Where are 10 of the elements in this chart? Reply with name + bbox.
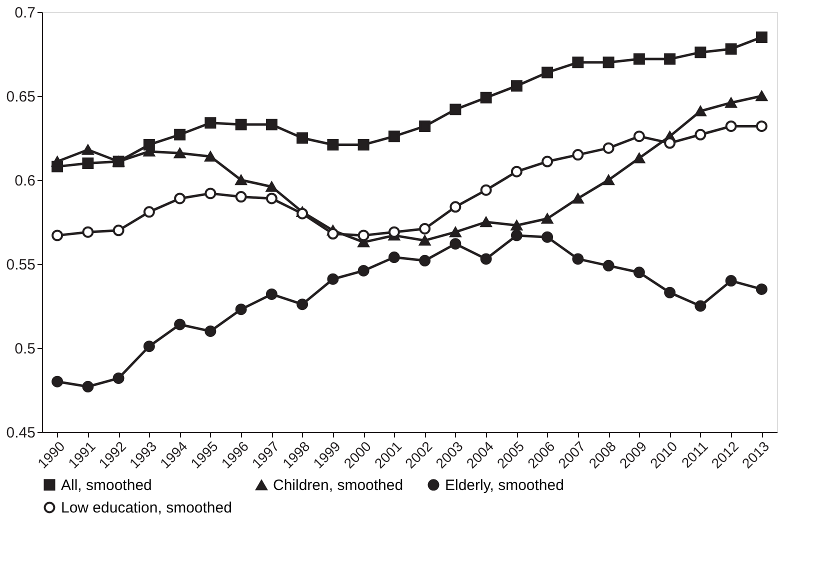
y-tick-label: 0.7 bbox=[14, 4, 36, 22]
y-tick-label: 0.5 bbox=[14, 340, 36, 358]
legend-label: Low education, smoothed bbox=[61, 500, 232, 516]
y-tick-label: 0.6 bbox=[14, 172, 36, 190]
y-tick-label: 0.55 bbox=[6, 256, 36, 274]
y-tick-label: 0.45 bbox=[6, 424, 36, 442]
legend-label: Elderly, smoothed bbox=[445, 476, 564, 494]
y-tick-label: 0.65 bbox=[6, 88, 36, 106]
legend-label: Children, smoothed bbox=[273, 477, 404, 494]
legend-label: All, smoothed bbox=[61, 476, 152, 494]
